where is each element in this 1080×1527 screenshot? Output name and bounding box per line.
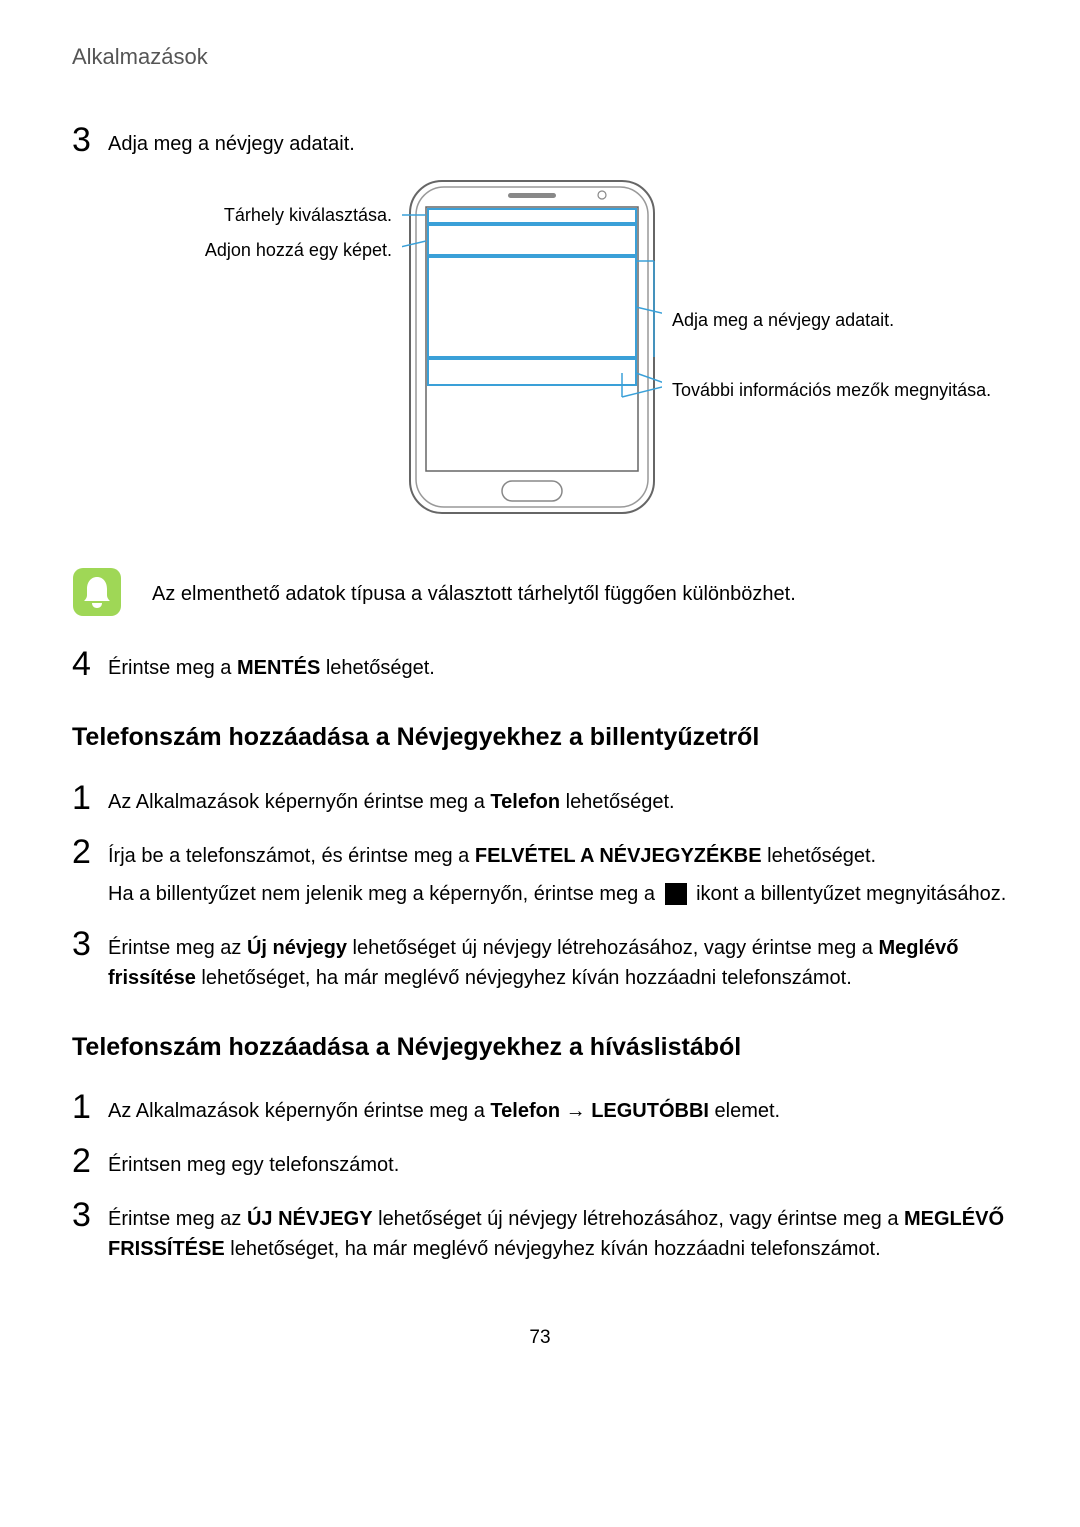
text-mid: lehetőséget új névjegy létrehozásához, v… [373,1208,904,1230]
section2-step2: 2 Érintsen meg egy telefonszámot. [72,1144,1008,1180]
text-pre: Ha a billentyűzet nem jelenik meg a képe… [108,883,661,905]
step-4: 4 Érintse meg a MENTÉS lehetőséget. [72,647,1008,683]
text-pre: Érintse meg az [108,937,247,959]
step-text: Írja be a telefonszámot, és érintse meg … [108,835,1008,909]
step-text: Érintse meg az ÚJ NÉVJEGY lehetőséget új… [108,1198,1008,1264]
callout-more-fields: További információs mezők megnyitása. [672,377,992,404]
text-pre: Az Alkalmazások képernyőn érintse meg a [108,1100,490,1122]
step-text: Érintsen meg egy telefonszámot. [108,1144,1008,1180]
step-number: 2 [72,835,108,869]
section2-step3: 3 Érintse meg az ÚJ NÉVJEGY lehetőséget … [72,1198,1008,1264]
text-pre: Érintse meg a [108,657,237,679]
text-mid: lehetőséget új névjegy létrehozásához, v… [347,937,878,959]
note-box: Az elmenthető adatok típusa a választott… [72,567,1008,617]
text-pre: Az Alkalmazások képernyőn érintse meg a [108,791,490,813]
section-heading-keypad: Telefonszám hozzáadása a Névjegyekhez a … [72,719,1008,757]
step-text: Adja meg a névjegy adatait. [108,123,1008,159]
step-number: 3 [72,1198,108,1232]
page-number: 73 [72,1324,1008,1353]
line1: Írja be a telefonszámot, és érintse meg … [108,841,1008,871]
step-text: Érintse meg az Új névjegy lehetőséget új… [108,927,1008,993]
step-number: 3 [72,123,108,157]
step-number: 4 [72,647,108,681]
text-pre: Érintse meg az [108,1208,247,1230]
section1-step1: 1 Az Alkalmazások képernyőn érintse meg … [72,781,1008,817]
arrow: → [560,1100,591,1122]
step-number: 1 [72,781,108,815]
text-post: lehetőséget, ha már meglévő névjegyhez k… [196,967,852,989]
keypad-icon [665,883,687,905]
text-bold: ÚJ NÉVJEGY [247,1208,373,1230]
text-bold: Új névjegy [247,937,347,959]
step-3: 3 Adja meg a névjegy adatait. [72,123,1008,159]
text-bold: Telefon [490,1100,560,1122]
step-number: 3 [72,927,108,961]
text-post: lehetőséget. [320,657,435,679]
line2: Ha a billentyűzet nem jelenik meg a képe… [108,879,1008,909]
text-post: elemet. [709,1100,780,1122]
text-bold: Telefon [490,791,560,813]
callout-add-image: Adjon hozzá egy képet. [72,237,392,264]
text-pre: Írja be a telefonszámot, és érintse meg … [108,845,475,867]
step-number: 1 [72,1090,108,1124]
section-heading-calllog: Telefonszám hozzáadása a Névjegyekhez a … [72,1029,1008,1067]
step-number: 2 [72,1144,108,1178]
text-bold2: LEGUTÓBBI [591,1100,709,1122]
step-text: Érintse meg a MENTÉS lehetőséget. [108,647,1008,683]
section2-step1: 1 Az Alkalmazások képernyőn érintse meg … [72,1090,1008,1126]
callout-enter-data: Adja meg a névjegy adatait. [672,307,992,334]
note-text: Az elmenthető adatok típusa a választott… [152,567,796,609]
text-post: lehetőséget. [762,845,877,867]
text-post: lehetőséget. [560,791,675,813]
text-post: ikont a billentyűzet megnyitásához. [691,883,1007,905]
bell-icon [72,567,122,617]
section1-step3: 3 Érintse meg az Új névjegy lehetőséget … [72,927,1008,993]
callout-storage: Tárhely kiválasztása. [72,202,392,229]
step-text: Az Alkalmazások képernyőn érintse meg a … [108,781,1008,817]
phone-illustration [402,177,662,517]
text-bold: FELVÉTEL A NÉVJEGYZÉKBE [475,845,762,867]
section1-step2: 2 Írja be a telefonszámot, és érintse me… [72,835,1008,909]
text-bold: MENTÉS [237,657,320,679]
step-text: Az Alkalmazások képernyőn érintse meg a … [108,1090,1008,1126]
page-header: Alkalmazások [72,40,1008,73]
phone-diagram: Tárhely kiválasztása. Adjon hozzá egy ké… [72,177,1008,537]
text-post: lehetőséget, ha már meglévő névjegyhez k… [225,1238,881,1260]
